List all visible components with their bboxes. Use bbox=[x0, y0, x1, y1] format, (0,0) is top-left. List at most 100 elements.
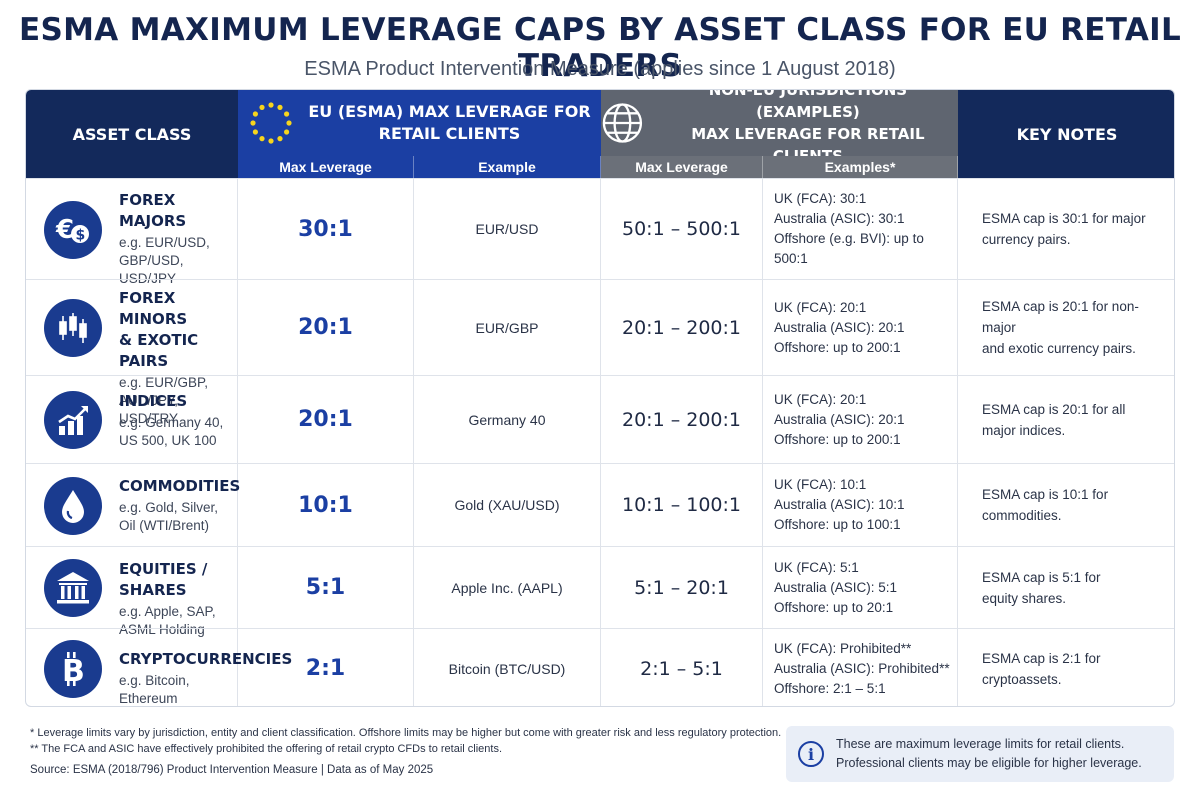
non-eu-example-line: UK (FCA): Prohibited** bbox=[774, 640, 912, 656]
non-eu-example-line: Offshore: up to 100:1 bbox=[774, 517, 901, 532]
non-eu-example-line: Offshore (e.g. BVI): up to 500:1 bbox=[774, 231, 924, 266]
non-eu-max-leverage-cell: 20:1 – 200:1 bbox=[601, 376, 763, 463]
non-eu-example-line: UK (FCA): 20:1 bbox=[774, 391, 867, 407]
asset-class-name: FOREX MINORS & EXOTIC PAIRS bbox=[119, 289, 199, 370]
eu-max-leverage: 30:1 bbox=[298, 216, 353, 242]
subheader-non-eu-examples: Examples* bbox=[763, 156, 958, 178]
table-row: B CRYPTOCURRENCIES e.g. Bitcoin, Ethereu… bbox=[26, 628, 1174, 706]
svg-text:€: € bbox=[55, 215, 74, 245]
header-eu-line2: RETAIL CLIENTS bbox=[378, 124, 521, 143]
source-note: Source: ESMA (2018/796) Product Interven… bbox=[30, 764, 434, 776]
non-eu-max-leverage: 50:1 – 500:1 bbox=[621, 218, 741, 240]
eu-max-leverage: 5:1 bbox=[305, 575, 346, 600]
page-subtitle: ESMA Product Intervention Measure (appli… bbox=[304, 58, 896, 80]
eu-example: EUR/GBP bbox=[475, 319, 539, 336]
info-line-2: Professional clients may be eligible for… bbox=[836, 756, 1142, 770]
footnote-2: ** The FCA and ASIC have effectively pro… bbox=[30, 743, 503, 755]
eu-max-leverage-cell: 30:1 bbox=[238, 179, 414, 279]
non-eu-example-line: Australia (ASIC): 30:1 bbox=[774, 211, 905, 226]
eu-example: Gold (XAU/USD) bbox=[454, 497, 560, 513]
page-title: ESMA MAXIMUM LEVERAGE CAPS BY ASSET CLAS… bbox=[18, 12, 1182, 84]
non-eu-max-leverage: 20:1 – 200:1 bbox=[621, 316, 741, 339]
eu-max-leverage-cell: 20:1 bbox=[238, 280, 414, 375]
non-eu-examples-cell: UK (FCA): 20:1 Australia (ASIC): 20:1 Offs… bbox=[763, 376, 958, 463]
non-eu-example-line: Australia (ASIC): 20:1 bbox=[774, 319, 905, 335]
asset-class-examples: e.g. Gold, Silver, Oil (WTI/Brent) bbox=[119, 500, 219, 533]
info-line-1: These are maximum leverage limits for re… bbox=[836, 737, 1125, 751]
eu-example-cell: Apple Inc. (AAPL) bbox=[414, 547, 601, 628]
eu-flag-stars-icon bbox=[250, 102, 292, 144]
key-note-cell: ESMA cap is 2:1 for cryptoassets. bbox=[958, 629, 1174, 706]
non-eu-examples-cell: UK (FCA): 5:1 Australia (ASIC): 5:1 Offsho… bbox=[763, 547, 958, 628]
non-eu-example-line: Australia (ASIC): Prohibited** bbox=[774, 660, 950, 676]
eu-example: Germany 40 bbox=[468, 411, 546, 428]
non-eu-examples-cell: UK (FCA): Prohibited** Australia (ASIC): … bbox=[763, 629, 958, 706]
non-eu-example-line: Offshore: up to 200:1 bbox=[774, 339, 901, 355]
subheader-non-eu-max-leverage: Max Leverage bbox=[601, 156, 763, 178]
non-eu-max-leverage: 10:1 – 100:1 bbox=[621, 494, 741, 516]
non-eu-max-leverage: 5:1 – 20:1 bbox=[634, 576, 729, 599]
eu-example-cell: Germany 40 bbox=[414, 376, 601, 463]
non-eu-example-line: Australia (ASIC): 5:1 bbox=[774, 579, 898, 595]
info-icon: i bbox=[798, 741, 824, 767]
asset-class-name: EQUITIES / SHARES bbox=[119, 560, 208, 599]
asset-class-cell: COMMODITIES e.g. Gold, Silver, Oil (WTI/B… bbox=[26, 464, 240, 546]
non-eu-example-line: Australia (ASIC): 20:1 bbox=[774, 411, 905, 427]
header-key-notes: KEY NOTES bbox=[958, 90, 1174, 178]
eu-max-leverage: 20:1 bbox=[298, 407, 353, 432]
asset-class-cell: EQUITIES / SHARES e.g. Apple, SAP, ASML H… bbox=[26, 547, 238, 637]
key-note: ESMA cap is 20:1 for non-major and exotic… bbox=[982, 299, 1139, 356]
non-eu-max-leverage: 20:1 – 200:1 bbox=[621, 408, 741, 431]
non-eu-example-line: Offshore: up to 200:1 bbox=[774, 431, 901, 447]
eu-example: EUR/USD bbox=[475, 221, 539, 237]
asset-class-examples: e.g. Apple, SAP, ASML Holding bbox=[119, 604, 216, 637]
globe-icon bbox=[602, 103, 643, 143]
non-eu-examples-cell: UK (FCA): 20:1 Australia (ASIC): 20:1 Offs… bbox=[763, 280, 958, 375]
eu-max-leverage-cell: 5:1 bbox=[238, 547, 414, 628]
asset-class-name: FOREX MAJORS bbox=[119, 191, 187, 230]
header-asset-class: ASSET CLASS bbox=[26, 90, 238, 178]
asset-class-cell: INDICES e.g. Germany 40, US 500, UK 100 bbox=[26, 376, 238, 463]
non-eu-example-line: UK (FCA): 30:1 bbox=[774, 191, 867, 206]
eu-example: Apple Inc. (AAPL) bbox=[451, 579, 563, 596]
eu-max-leverage: 10:1 bbox=[298, 492, 353, 518]
table-row: INDICES e.g. Germany 40, US 500, UK 100 2… bbox=[26, 375, 1174, 463]
non-eu-example-line: Australia (ASIC): 10:1 bbox=[774, 497, 905, 512]
key-note-cell: ESMA cap is 20:1 for non-major and exotic… bbox=[958, 280, 1174, 375]
info-box: i These are maximum leverage limits for … bbox=[786, 726, 1174, 782]
key-note: ESMA cap is 20:1 for all major indices. bbox=[982, 401, 1126, 438]
key-note-cell: ESMA cap is 30:1 for major currency pairs… bbox=[958, 179, 1174, 279]
non-eu-examples-cell: UK (FCA): 10:1 Australia (ASIC): 10:1 Offs… bbox=[763, 464, 958, 546]
eu-max-leverage-cell: 10:1 bbox=[238, 464, 414, 546]
subheader-eu-max-leverage: Max Leverage bbox=[238, 156, 414, 178]
eu-max-leverage: 2:1 bbox=[305, 656, 346, 681]
non-eu-example-line: UK (FCA): 20:1 bbox=[774, 299, 867, 315]
asset-class-name: INDICES bbox=[119, 392, 188, 410]
header-non-eu-line1: NON-EU JURISDICTIONS (EXAMPLES) bbox=[708, 89, 908, 121]
eu-max-leverage-cell: 20:1 bbox=[238, 376, 414, 463]
svg-text:B: B bbox=[62, 654, 85, 688]
asset-class-name: CRYPTOCURRENCIES bbox=[119, 650, 293, 668]
non-eu-example-line: UK (FCA): 10:1 bbox=[774, 477, 867, 492]
table-row: € $ FOREX MAJORS e.g. EUR/USD, GBP/USD, USD… bbox=[26, 178, 1174, 286]
non-eu-max-leverage: 2:1 – 5:1 bbox=[640, 657, 723, 680]
asset-class-examples: e.g. EUR/USD, GBP/USD, USD/JPY bbox=[119, 235, 210, 286]
non-eu-max-leverage-cell: 2:1 – 5:1 bbox=[601, 629, 763, 706]
svg-text:$: $ bbox=[76, 228, 86, 244]
non-eu-example-line: UK (FCA): 5:1 bbox=[774, 559, 859, 575]
eu-example-cell: Bitcoin (BTC/USD) bbox=[414, 629, 601, 706]
non-eu-max-leverage-cell: 5:1 – 20:1 bbox=[601, 547, 763, 628]
asset-class-cell: B CRYPTOCURRENCIES e.g. Bitcoin, Ethereu… bbox=[26, 629, 293, 706]
non-eu-example-line: Offshore: 2:1 – 5:1 bbox=[774, 680, 886, 696]
bank-building-icon bbox=[44, 559, 102, 617]
eu-example: Bitcoin (BTC/USD) bbox=[448, 660, 566, 677]
asset-class-cell: € $ FOREX MAJORS e.g. EUR/USD, GBP/USD, USD… bbox=[26, 179, 238, 286]
non-eu-max-leverage-cell: 10:1 – 100:1 bbox=[601, 464, 763, 546]
key-note-cell: ESMA cap is 20:1 for all major indices. bbox=[958, 376, 1174, 463]
candlestick-chart-icon bbox=[44, 299, 102, 357]
key-note-cell: ESMA cap is 10:1 for commodities. bbox=[958, 464, 1174, 546]
non-eu-max-leverage-cell: 20:1 – 200:1 bbox=[601, 280, 763, 375]
non-eu-example-line: Offshore: up to 20:1 bbox=[774, 599, 894, 615]
asset-class-examples: e.g. Bitcoin, Ethereum bbox=[119, 673, 190, 706]
rising-bar-chart-icon bbox=[44, 391, 102, 449]
